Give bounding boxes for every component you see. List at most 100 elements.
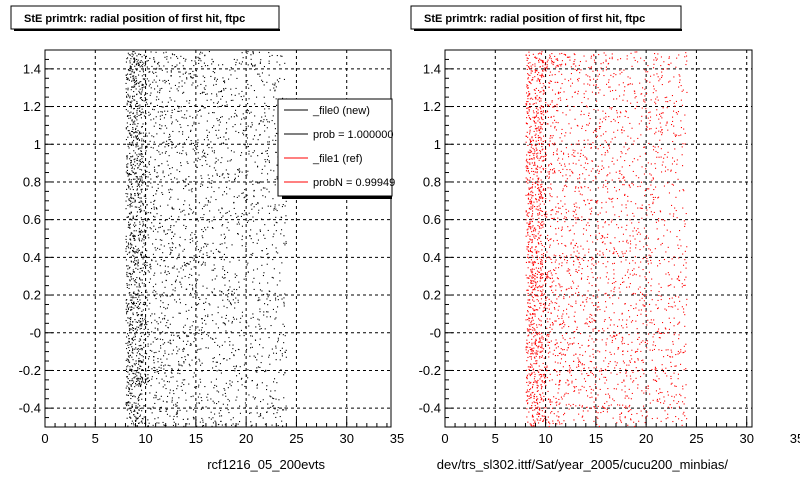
data-point (181, 265, 183, 267)
data-point (131, 166, 133, 168)
data-point (140, 112, 142, 114)
data-point (646, 258, 648, 260)
data-point (145, 289, 147, 291)
data-point (532, 103, 534, 105)
data-point (143, 283, 145, 285)
data-point (191, 188, 193, 190)
data-point (274, 84, 276, 86)
data-point (582, 233, 584, 235)
data-point (138, 422, 140, 424)
data-point (284, 244, 286, 246)
data-point (541, 76, 543, 78)
data-point (580, 69, 582, 71)
data-point (539, 152, 541, 154)
left-x-axis-title: rcf1216_05_200evts (207, 457, 325, 472)
data-point (131, 232, 133, 234)
data-point (536, 153, 538, 155)
data-point (157, 187, 159, 189)
data-point (560, 352, 562, 354)
data-point (141, 89, 143, 91)
data-point (152, 291, 154, 293)
data-point (595, 284, 597, 286)
data-point (597, 417, 599, 419)
data-point (621, 312, 623, 314)
data-point (238, 221, 240, 223)
data-point (153, 225, 155, 227)
data-point (160, 179, 162, 181)
data-point (136, 135, 138, 137)
data-point (538, 126, 540, 128)
data-point (222, 64, 224, 66)
data-point (173, 393, 175, 395)
data-point (154, 418, 156, 420)
data-point (134, 131, 136, 133)
data-point (203, 214, 205, 216)
data-point (529, 302, 531, 304)
data-point (244, 189, 246, 191)
data-point (151, 186, 153, 188)
data-point (127, 110, 129, 112)
data-point (170, 251, 172, 253)
data-point (200, 175, 202, 177)
data-point (126, 336, 128, 338)
data-point (528, 328, 530, 330)
data-point (159, 239, 161, 241)
data-point (542, 110, 544, 112)
data-point (136, 355, 138, 357)
data-point (556, 148, 558, 150)
data-point (281, 217, 283, 219)
data-point (133, 230, 135, 232)
data-point (267, 121, 269, 123)
data-point (261, 218, 263, 220)
data-point (131, 404, 133, 406)
data-point (674, 365, 676, 367)
data-point (242, 256, 244, 258)
data-point (130, 309, 132, 311)
data-point (131, 306, 133, 308)
data-point (162, 400, 164, 402)
data-point (150, 265, 152, 267)
data-point (632, 320, 634, 322)
data-point (157, 111, 159, 113)
data-point (167, 145, 169, 147)
data-point (252, 216, 254, 218)
data-point (244, 407, 246, 409)
data-point (270, 205, 272, 207)
data-point (210, 75, 212, 77)
data-point (668, 306, 670, 308)
data-point (606, 401, 608, 403)
data-point (170, 141, 172, 143)
data-point (557, 278, 559, 280)
data-point (656, 228, 658, 230)
data-point (147, 218, 149, 220)
data-point (669, 100, 671, 102)
data-point (135, 373, 137, 375)
data-point (567, 384, 569, 386)
data-point (533, 89, 535, 91)
data-point (258, 182, 260, 184)
data-point (137, 367, 139, 369)
data-point (656, 380, 658, 382)
data-point (682, 189, 684, 191)
data-point (139, 210, 141, 212)
data-point (537, 135, 539, 137)
data-point (223, 253, 225, 255)
data-point (667, 129, 669, 131)
data-point (553, 413, 555, 415)
data-point (528, 151, 530, 153)
data-point (152, 253, 154, 255)
data-point (228, 78, 230, 80)
data-point (543, 135, 545, 137)
data-point (141, 140, 143, 142)
data-point (139, 381, 141, 383)
data-point (550, 183, 552, 185)
data-point (137, 108, 139, 110)
data-point (527, 294, 529, 296)
data-point (285, 409, 287, 411)
data-point (284, 335, 286, 337)
data-point (222, 403, 224, 405)
data-point (272, 236, 274, 238)
data-point (129, 226, 131, 228)
data-point (588, 67, 590, 69)
data-point (657, 238, 659, 240)
